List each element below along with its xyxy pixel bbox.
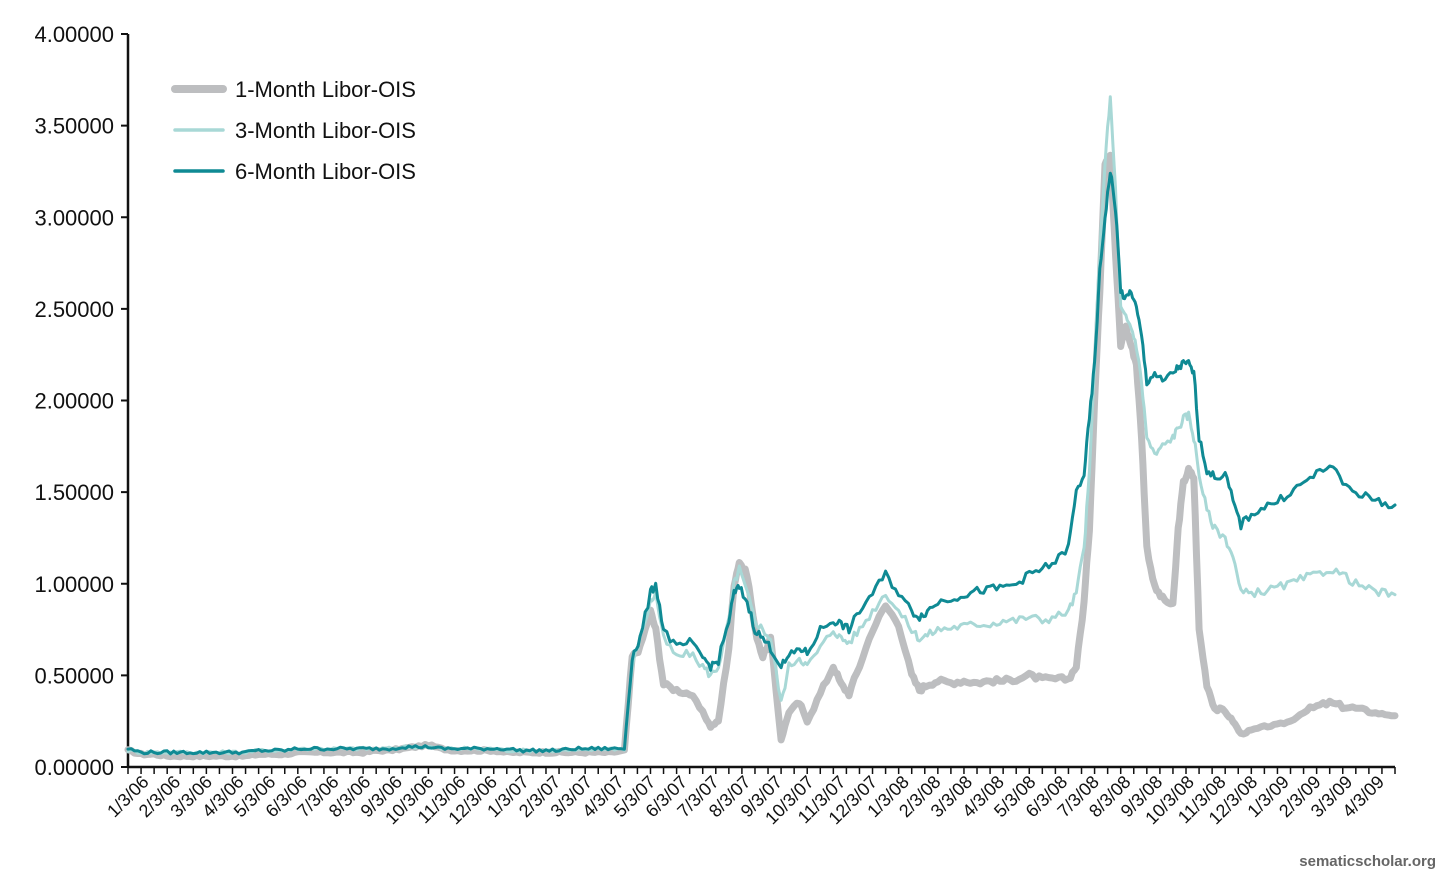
series-line-1 — [124, 151, 1399, 761]
y-tick-label: 3.00000 — [34, 205, 114, 230]
y-tick-label: 2.00000 — [34, 389, 114, 414]
series-line-2 — [126, 95, 1397, 756]
legend: 1-Month Libor-OIS 3-Month Libor-OIS 6-Mont… — [171, 77, 416, 184]
y-tick-label: 4.00000 — [34, 22, 114, 47]
y-tick-label: 0.50000 — [34, 663, 114, 688]
x-axis: 1/3/062/3/063/3/064/3/065/3/066/3/067/3/… — [103, 765, 1396, 828]
legend-label: 1-Month Libor-OIS — [235, 77, 416, 102]
series-line-3 — [126, 171, 1397, 756]
legend-label: 3-Month Libor-OIS — [235, 118, 416, 143]
y-tick-label: 3.50000 — [34, 114, 114, 139]
watermark: sematicscholar.org — [1299, 853, 1436, 870]
y-tick-label: 0.00000 — [34, 755, 114, 780]
legend-label: 6-Month Libor-OIS — [235, 159, 416, 184]
series-group — [124, 95, 1399, 761]
y-axis: 0.00000 0.50000 1.00000 1.50000 2.00000 2.500… — [34, 22, 130, 780]
y-tick-label: 2.50000 — [34, 297, 114, 322]
y-tick-label: 1.50000 — [34, 480, 114, 505]
y-tick-label: 1.00000 — [34, 572, 114, 597]
